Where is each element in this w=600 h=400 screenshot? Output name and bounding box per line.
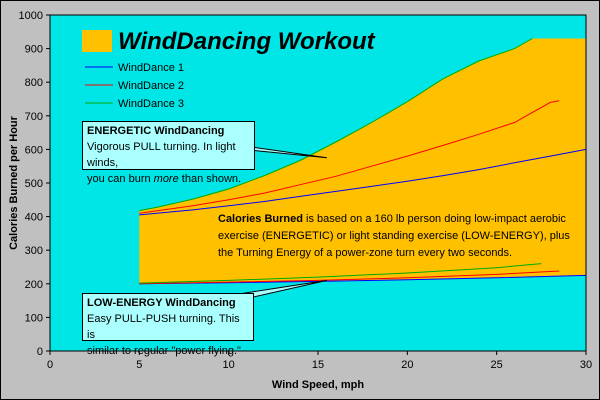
x-axis-title: Wind Speed, mph xyxy=(272,379,364,391)
series-3-low_energy-line xyxy=(139,263,542,284)
low-energy-callout-title: LOW-ENERGY WindDancing xyxy=(87,297,236,309)
band-layer xyxy=(139,38,587,284)
energetic-callout: ENERGETIC WindDancing Vigorous PULL turn… xyxy=(82,121,255,185)
energetic-line2-em: more xyxy=(153,173,179,185)
y-tick-label: 1000 xyxy=(19,10,43,22)
calorie-band xyxy=(139,38,587,284)
axis-layer: 0 100 200 300 400 500 600 700 800 900 1000 0 5 10 15 20… xyxy=(8,10,592,391)
low-energy-callout-line1: Easy PULL-PUSH turning. This is xyxy=(87,313,240,341)
series-2-low_energy-line xyxy=(139,270,560,285)
y-tick-label: 600 xyxy=(25,144,43,156)
legend-label-2: WindDance 2 xyxy=(118,80,184,92)
series-layer xyxy=(139,38,587,285)
y-tick-label: 100 xyxy=(25,312,43,324)
series-2-energetic-line xyxy=(139,100,560,214)
y-axis-title: Calories Burned per Hour xyxy=(8,115,20,250)
y-tick-label: 200 xyxy=(25,279,43,291)
series-1-low_energy-line xyxy=(139,274,587,285)
y-tick-label: 700 xyxy=(25,111,43,123)
x-tick-label: 20 xyxy=(401,359,413,371)
series-3-energetic-line xyxy=(139,38,533,212)
energetic-line2-after: than shown. xyxy=(178,173,242,185)
x-tick-label: 15 xyxy=(312,359,324,371)
calories-note-bold: Calories Burned xyxy=(218,213,303,225)
energetic-callout-line1: Vigorous PULL turning. In light winds, xyxy=(87,141,236,169)
calories-note: Calories Burned is based on a 160 lb per… xyxy=(218,211,588,262)
legend-layer: WindDancing Workout WindDance 1 WindDance… xyxy=(82,28,376,110)
y-tick-label: 900 xyxy=(25,44,43,56)
x-tick-label: 5 xyxy=(136,359,142,371)
legend-label-3: WindDance 3 xyxy=(118,98,184,110)
low-energy-callout-line2: similar to regular "power flying." xyxy=(87,345,241,357)
x-tick-label: 30 xyxy=(580,359,592,371)
y-tick-label: 800 xyxy=(25,77,43,89)
y-tick-label: 500 xyxy=(25,178,43,190)
calories-note-text: is based on a 160 lb person doing low-im… xyxy=(218,213,570,259)
chart-title: WindDancing Workout xyxy=(118,28,376,55)
x-tick-label: 10 xyxy=(223,359,235,371)
energetic-line2-before: you can burn xyxy=(87,173,154,185)
low-energy-callout: LOW-ENERGY WindDancing Easy PULL-PUSH tu… xyxy=(82,293,254,357)
y-tick-label: 400 xyxy=(25,212,43,224)
energetic-callout-title: ENERGETIC WindDancing xyxy=(87,125,225,137)
y-tick-label: 0 xyxy=(37,346,43,358)
legend-label-1: WindDance 1 xyxy=(118,62,184,74)
title-swatch xyxy=(82,30,112,52)
x-tick-label: 25 xyxy=(491,359,503,371)
energetic-callout-line2: you can burn more than shown. xyxy=(87,171,250,187)
x-tick-label: 0 xyxy=(47,359,53,371)
series-1-energetic-line xyxy=(139,148,587,216)
y-tick-label: 300 xyxy=(25,245,43,257)
